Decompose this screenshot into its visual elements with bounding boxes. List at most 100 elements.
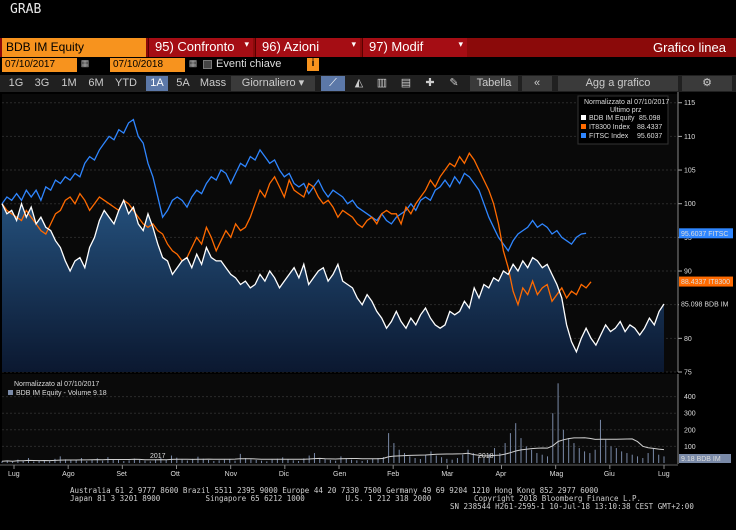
y-tick-label: 115 bbox=[684, 100, 695, 107]
month-label: Lug bbox=[658, 471, 670, 478]
legend-swatch-fitsc bbox=[581, 133, 586, 138]
series-line-it8300 bbox=[1, 151, 592, 307]
series-line-fitsc bbox=[1, 118, 587, 253]
volume-tick-label: 200 bbox=[684, 427, 696, 434]
period-3g[interactable]: 3G bbox=[34, 77, 50, 89]
month-label: Lug bbox=[8, 471, 20, 478]
chart-type-title: Grafico linea bbox=[653, 40, 726, 55]
price-lines bbox=[1, 118, 665, 354]
period-max[interactable]: Mass bbox=[199, 77, 227, 89]
legend-swatch-bdb bbox=[581, 115, 586, 120]
frequency-dropdown[interactable]: Giornaliero ▾ bbox=[231, 76, 315, 91]
month-label: Mar bbox=[441, 471, 454, 478]
volume-last-label-bg bbox=[679, 454, 731, 463]
volume-tick-label: 400 bbox=[684, 394, 696, 401]
compare-button[interactable]: 95) Confronto ▾ bbox=[148, 38, 253, 57]
month-label: Mag bbox=[550, 471, 564, 478]
bdb-area-fill bbox=[2, 200, 664, 372]
y-tick-label: 95 bbox=[684, 235, 692, 242]
y-tick-label: 90 bbox=[684, 269, 692, 276]
legend-title: Normalizzato al 07/10/2017 bbox=[584, 99, 669, 106]
last-value-label: 88.4337 IT8300 bbox=[681, 279, 730, 286]
month-label: Dic bbox=[279, 471, 290, 478]
month-label: Ott bbox=[171, 471, 180, 478]
period-6m[interactable]: 6M bbox=[88, 77, 104, 89]
y-tick-label: 75 bbox=[684, 370, 692, 377]
chevron-down-icon: ▾ bbox=[458, 39, 463, 49]
volume-tick-label: 300 bbox=[684, 411, 696, 418]
time-axis: Lug Ago Set Ott Nov Dic Gen Feb Mar Apr Mag Giu Lug 2… bbox=[0, 453, 678, 478]
period-1m[interactable]: 1M bbox=[61, 77, 77, 89]
month-label: Apr bbox=[496, 471, 508, 478]
period-ytd[interactable]: YTD bbox=[115, 77, 137, 89]
legend-it8300-name: IT8300 Index bbox=[589, 124, 630, 131]
year-label: 2018 bbox=[478, 453, 494, 460]
footer: Australia 61 2 9777 8600 Brazil 5511 239… bbox=[0, 486, 736, 530]
footer-copyright: Copyright 2018 Bloomberg Finance L.P. bbox=[474, 494, 642, 503]
compare-label: 95) Confronto bbox=[155, 39, 235, 54]
add-to-chart-button[interactable]: Agg a grafico bbox=[558, 76, 678, 91]
footer-contacts-line1: Australia 61 2 9777 8600 Brazil 5511 239… bbox=[70, 486, 599, 495]
collapse-button[interactable]: « bbox=[522, 76, 552, 91]
volume-legend-swatch bbox=[8, 390, 13, 395]
month-label: Set bbox=[116, 471, 127, 478]
crosshair-icon[interactable]: ✚ bbox=[425, 77, 435, 89]
volume-tick-label: 100 bbox=[684, 444, 696, 451]
draw-icon[interactable]: ✎ bbox=[449, 77, 459, 89]
y-tick-label: 100 bbox=[684, 201, 696, 208]
price-legend: Normalizzato al 07/10/2017 Ultimo prz BD… bbox=[577, 95, 669, 145]
last-value-bg bbox=[679, 276, 733, 287]
line-chart-icon[interactable]: ⟋ bbox=[321, 76, 345, 91]
month-label: Nov bbox=[225, 471, 238, 478]
last-value-bg bbox=[679, 228, 733, 239]
calendar-icon[interactable]: ▦ bbox=[80, 58, 90, 68]
volume-y-axis: 100 200 300 400 bbox=[677, 374, 696, 464]
y-tick-label: 80 bbox=[684, 336, 692, 343]
add-label: Agg a grafico bbox=[585, 77, 651, 89]
y-tick-label: 110 bbox=[684, 134, 695, 141]
actions-label: 96) Azioni bbox=[262, 39, 320, 54]
month-label: Ago bbox=[62, 471, 75, 478]
legend-swatch-it8300 bbox=[581, 124, 586, 129]
window-title: GRAB bbox=[10, 2, 42, 17]
legend-bdb-name: BDB IM Equity bbox=[589, 115, 635, 122]
legend-fitsc-value: 95.6037 bbox=[637, 133, 662, 140]
start-date-field[interactable]: 07/10/2017 bbox=[2, 58, 77, 72]
events-label: Eventi chiave bbox=[216, 58, 282, 70]
table-button[interactable]: Tabella bbox=[470, 76, 518, 91]
y-tick-label: 105 bbox=[684, 168, 696, 175]
volume-frame bbox=[2, 374, 678, 464]
toolbar bbox=[0, 75, 736, 92]
end-date-field[interactable]: 07/10/2018 bbox=[110, 58, 185, 72]
volume-legend-title: Normalizzato al 07/10/2017 bbox=[14, 381, 99, 388]
legend-subtitle: Ultimo prz bbox=[610, 107, 642, 114]
legend-it8300-value: 88.4337 bbox=[637, 124, 662, 131]
ticker-field[interactable]: BDB IM Equity bbox=[2, 38, 146, 57]
month-label: Feb bbox=[387, 471, 399, 478]
events-checkbox[interactable] bbox=[203, 60, 212, 69]
chevron-down-icon: ▾ bbox=[351, 39, 356, 49]
period-5a[interactable]: 5A bbox=[176, 77, 190, 89]
actions-button[interactable]: 96) Azioni ▾ bbox=[255, 38, 360, 57]
chart-area: 7580859095100105110115 95.6037 FITSC88.4… bbox=[0, 92, 736, 486]
modify-label: 97) Modif bbox=[369, 39, 424, 54]
modify-button[interactable]: 97) Modif ▾ bbox=[362, 38, 467, 57]
last-value-labels: 95.6037 FITSC 88.4337 IT8300 85.098 BDB IM bbox=[679, 228, 733, 310]
calendar-icon[interactable]: ▦ bbox=[188, 58, 198, 68]
candle-chart-icon[interactable]: ▤ bbox=[400, 77, 412, 89]
mountain-chart-icon[interactable]: ◭ bbox=[354, 77, 364, 89]
volume-average-line bbox=[1, 437, 665, 462]
volume-last-label: 9.18 BDB IM bbox=[681, 456, 721, 463]
volume-grid bbox=[2, 396, 678, 447]
period-1a[interactable]: 1A bbox=[146, 76, 168, 91]
footer-session: SN 238544 H261-2595-1 10-Jul-18 13:10:38… bbox=[450, 502, 694, 511]
period-1g[interactable]: 1G bbox=[8, 77, 24, 89]
last-value-label: 95.6037 FITSC bbox=[681, 231, 728, 238]
last-value-bg bbox=[679, 299, 733, 310]
legend-bdb-value: 85.098 bbox=[639, 115, 661, 122]
bar-chart-icon[interactable]: ▥ bbox=[376, 77, 388, 89]
gear-icon[interactable]: ⚙ bbox=[682, 76, 732, 91]
chevron-down-icon: ▾ bbox=[244, 39, 249, 49]
info-icon[interactable]: i bbox=[307, 58, 319, 71]
legend-fitsc-name: FITSC Index bbox=[589, 133, 629, 140]
